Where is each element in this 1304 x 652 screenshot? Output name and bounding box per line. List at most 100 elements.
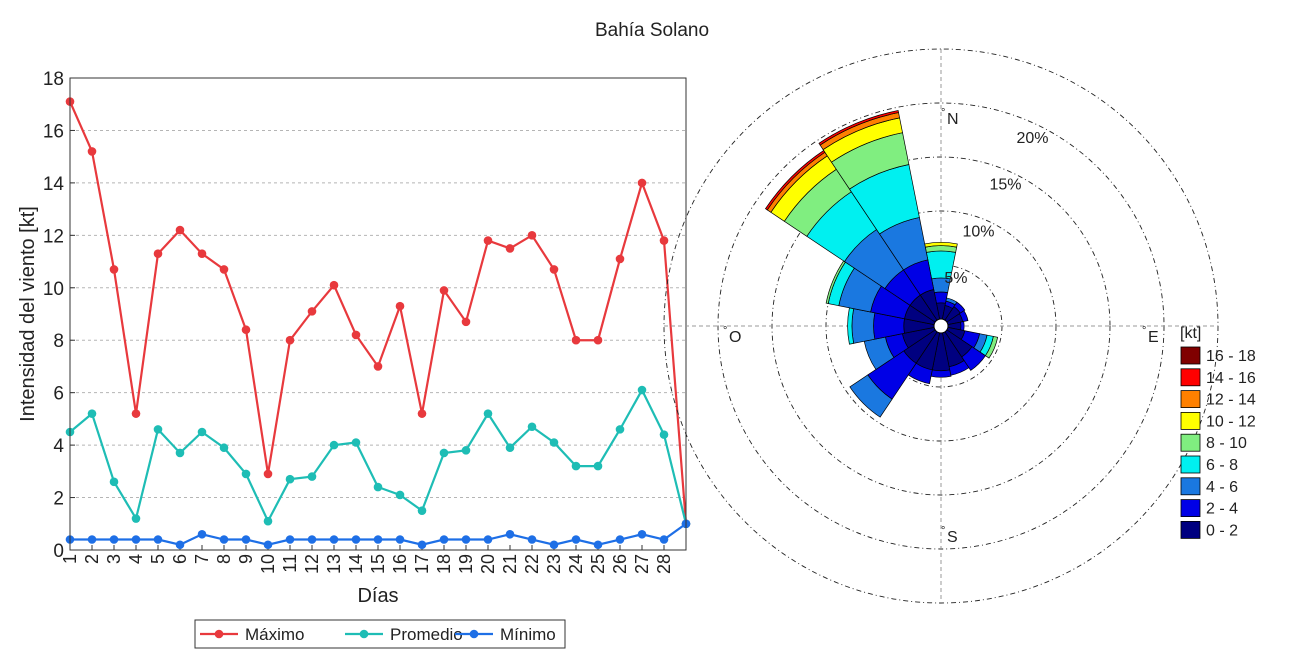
figure-title: Bahía Solano (595, 20, 709, 41)
dir-label-s: S (947, 529, 958, 546)
ring-labels: 5% 10% 15% 20% (944, 130, 1048, 287)
series-point (373, 482, 383, 492)
series-point (461, 317, 471, 327)
series-point (417, 540, 427, 550)
x-tick-label: 16 (390, 554, 410, 574)
x-tick-label: 4 (126, 554, 146, 564)
series-point (549, 540, 559, 550)
series-point (351, 330, 361, 340)
x-tick-label: 28 (654, 554, 674, 574)
series-point (439, 535, 449, 544)
rose-segment (930, 369, 952, 378)
speed-legend-swatch (1180, 455, 1201, 474)
speed-legend-swatch (1180, 433, 1201, 452)
series-point (307, 472, 317, 481)
series-point (263, 469, 273, 479)
rose-segment (984, 336, 999, 359)
x-tick-label: 25 (588, 554, 608, 574)
series-point (307, 535, 317, 544)
speed-legend-title: [kt] (1180, 325, 1201, 342)
ring-label: 10% (962, 223, 994, 240)
series-point (615, 254, 625, 264)
series-point (615, 535, 625, 544)
series-point (109, 535, 119, 544)
x-tick-label: 14 (346, 554, 366, 574)
series-point (659, 535, 669, 544)
series-point (87, 147, 97, 156)
y-tick-label: 12 (43, 226, 64, 247)
speed-legend-swatch (1180, 346, 1201, 365)
degree-mark: ° (723, 325, 727, 337)
degree-marks: ° ° ° ° (723, 107, 1146, 537)
series-point (593, 540, 603, 550)
series-point (615, 425, 625, 434)
legend-marker (214, 629, 224, 639)
series-point (241, 469, 251, 479)
series-point (329, 440, 339, 450)
speed-legend-label: 6 - 8 (1206, 457, 1238, 474)
legend-label: Promedio (390, 625, 463, 644)
series-point (131, 535, 141, 544)
series-point (571, 335, 581, 345)
dir-label-e: E (1148, 329, 1159, 346)
x-tick-label: 23 (544, 554, 564, 574)
x-tick-label: 20 (478, 554, 498, 574)
x-tick-label: 6 (170, 554, 190, 564)
legend-label: Mínimo (500, 625, 556, 644)
series-point (285, 335, 295, 345)
y-tick-label: 2 (53, 489, 64, 510)
legend: Máximo Promedio Mínimo (194, 619, 566, 649)
rose-center (933, 318, 949, 334)
y-tick-label: 18 (43, 69, 64, 90)
x-tick-label: 26 (610, 554, 630, 574)
series-point (549, 438, 559, 447)
x-tick-label: 22 (522, 554, 542, 574)
y-tick-labels: 0 2 4 6 8 10 12 14 16 18 (43, 69, 65, 562)
series-group (65, 97, 691, 550)
x-tick-label: 5 (148, 554, 168, 564)
series-point (175, 540, 185, 550)
rose-segment (924, 242, 958, 248)
gridlines (69, 77, 686, 551)
series-point (505, 443, 515, 453)
series-point (263, 540, 273, 550)
series-point (527, 422, 537, 432)
series-point (483, 535, 493, 544)
series-point (131, 409, 141, 418)
series-point (395, 535, 405, 544)
speed-legend-label: 12 - 14 (1206, 392, 1256, 409)
series-point (263, 516, 273, 526)
series-point (483, 409, 493, 418)
x-tick-label: 19 (456, 554, 476, 574)
series-point (527, 535, 537, 544)
x-tick-label: 15 (368, 554, 388, 574)
series-point (417, 409, 427, 418)
series-point (571, 461, 581, 471)
series-point (153, 535, 163, 544)
speed-legend-swatch (1180, 477, 1201, 496)
series-point (219, 443, 229, 453)
series-point (505, 529, 515, 539)
series-point (197, 529, 207, 539)
series-point (395, 490, 405, 500)
speed-legend-swatch (1180, 368, 1201, 387)
series-point (637, 529, 647, 539)
series-point (527, 231, 537, 240)
x-axis-label: Días (357, 585, 398, 607)
speed-legend-label: 4 - 6 (1206, 479, 1238, 496)
legend-label: Máximo (245, 625, 305, 644)
series-point (219, 265, 229, 274)
series-point (219, 535, 229, 544)
series-point (131, 514, 141, 523)
series-point (439, 286, 449, 295)
x-tick-label: 12 (302, 554, 322, 574)
series-point (109, 265, 119, 274)
y-tick-label: 8 (53, 331, 64, 352)
series-point (175, 448, 185, 458)
series-point (87, 535, 97, 544)
series-point (637, 385, 647, 395)
series-point (109, 477, 119, 487)
plot-area (70, 78, 686, 550)
series-point (197, 427, 207, 437)
